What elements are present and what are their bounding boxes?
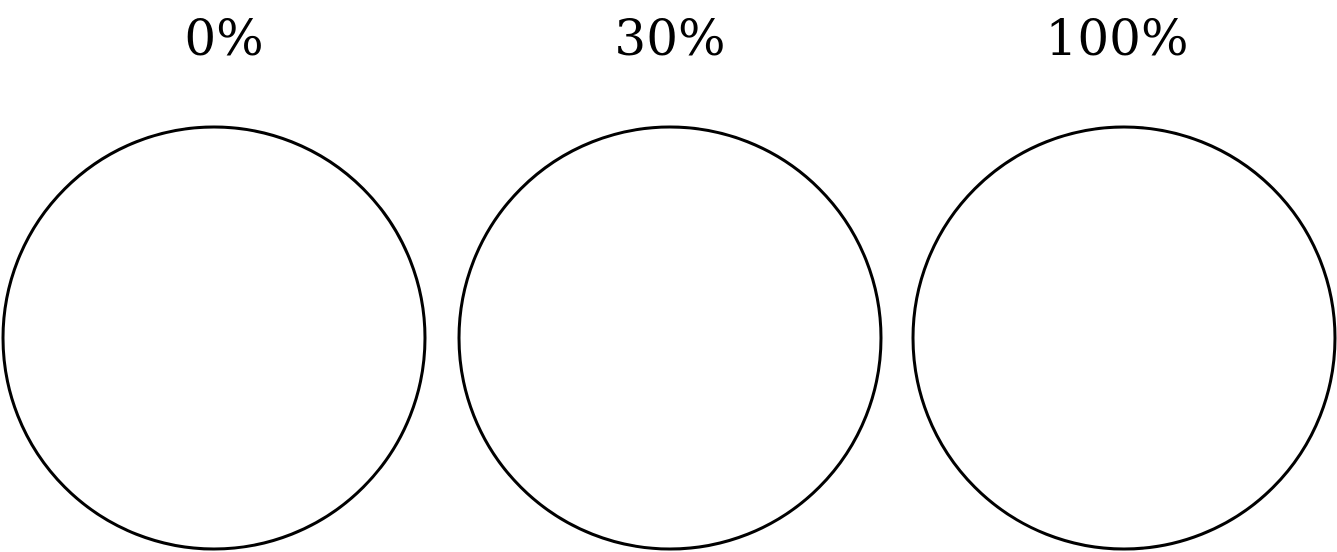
- item-0: 0%: [1, 9, 427, 551]
- circle: [1, 125, 427, 551]
- item-label: 100%: [1046, 9, 1189, 67]
- circle: [457, 125, 883, 551]
- circle: [911, 125, 1337, 551]
- item-2: 100%: [911, 9, 1337, 551]
- item-label: 30%: [614, 9, 725, 67]
- item-1: 30%: [457, 9, 883, 551]
- item-label: 0%: [184, 9, 263, 67]
